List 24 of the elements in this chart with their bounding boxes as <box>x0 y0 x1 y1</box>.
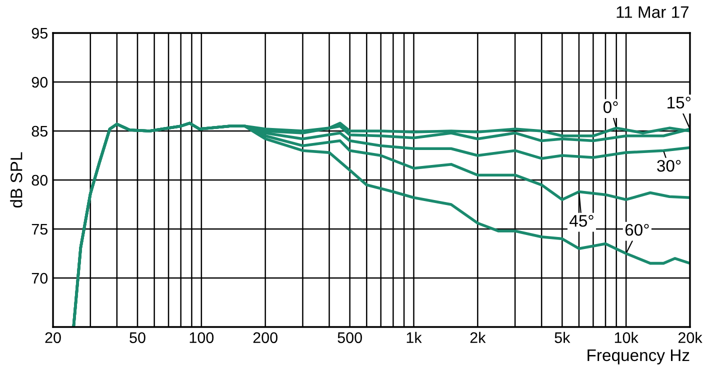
x-tick-label: 10k <box>614 332 638 344</box>
y-tick-label: 95 <box>32 28 48 39</box>
y-tick-label: 70 <box>32 272 48 284</box>
x-axis-title: Frequency Hz <box>588 349 690 364</box>
y-tick-label: 85 <box>32 126 48 137</box>
text: 11 Mar 17 <box>616 6 688 18</box>
x-tick-label: 500 <box>338 332 362 344</box>
series-label: 60° <box>625 224 649 236</box>
series-label: 0° <box>603 101 618 114</box>
y-tick-label: 80 <box>32 174 48 186</box>
x-tick-label: 100 <box>190 332 214 344</box>
x-tick-label: 1k <box>406 332 422 343</box>
x-tick-label: 20 <box>45 332 61 344</box>
series-label: 30° <box>657 160 681 172</box>
y-tick-label: 75 <box>32 224 48 235</box>
x-tick-label: 200 <box>253 332 278 344</box>
series-label: 15° <box>668 96 690 109</box>
y-tick-label: 90 <box>32 76 48 88</box>
x-tick-label: 5k <box>554 332 570 344</box>
y-axis-title: dB SPL <box>10 152 22 208</box>
x-tick-label: 2k <box>470 332 486 343</box>
x-tick-label: 20k <box>678 332 702 344</box>
x-tick-label: 50 <box>130 332 146 344</box>
series-label: 45° <box>570 214 594 227</box>
